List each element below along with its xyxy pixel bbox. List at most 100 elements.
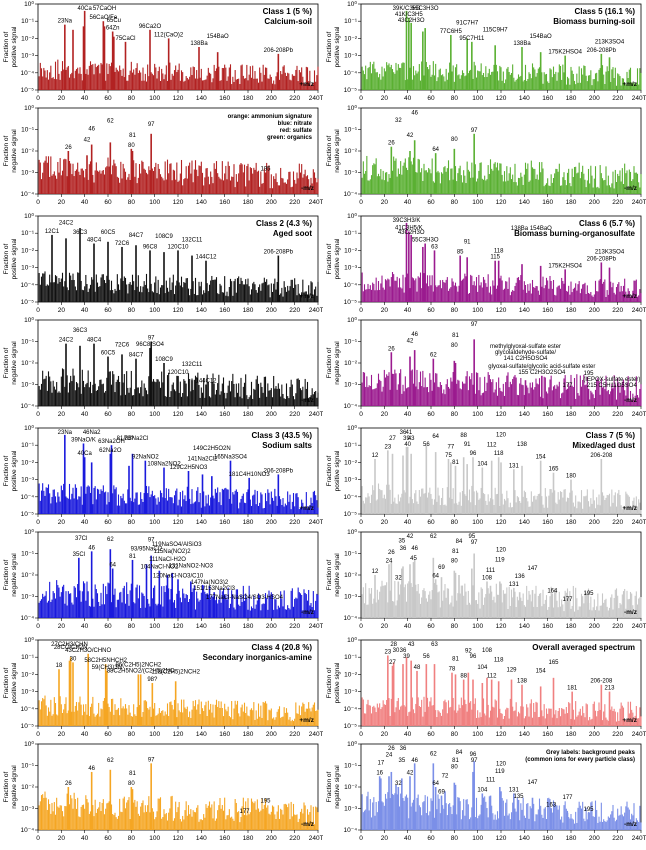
spectrum-bar [593,294,595,302]
peak-label: 28CO/CH2N [54,645,88,651]
spectrum-bar [289,171,291,194]
spectrum-bar [625,173,627,194]
spectrum-bar [520,172,522,194]
spectrum-bar [194,700,197,726]
spectrum-bar [151,168,153,194]
spectrum-bar [573,167,576,194]
spectrum-bar [259,595,261,618]
x-tick-label: 20 [58,835,66,842]
spectrum-bar [478,71,480,90]
spectrum-bar [505,593,507,618]
peak-bar [149,347,151,406]
spectrum-bar [590,390,592,406]
peak-label: 206-208Pb [264,250,294,256]
spectrum-bar [231,381,233,406]
spectrum-bar [454,282,457,302]
spectrum-bar [142,286,144,302]
spectrum-bar [435,373,437,406]
spectrum-bar [418,593,420,618]
peak-label: 26 [388,141,395,147]
spectrum-bar [541,286,543,302]
spectrum-bar [309,70,311,90]
spectrum-bar [545,277,548,302]
x-tick-label: 140 [196,731,207,738]
spectrum-bar [229,278,232,302]
spectrum-bar [484,494,486,514]
spectrum-bar [235,489,237,514]
spectrum-bar [91,277,93,302]
spectrum-bar [143,383,145,406]
y-tick-label: 10⁻¹ [344,127,358,134]
spectrum-bar [506,375,508,406]
spectrum-bar [620,385,622,406]
spectrum-bar [549,275,551,302]
spectrum-bar [175,179,177,194]
spectrum-bar [482,604,485,618]
spectrum-bar [482,72,485,90]
spectrum-bar [594,610,597,618]
spectrum-bar [219,394,221,406]
x-tick-label: 200 [266,519,277,526]
spectrum-bar [395,373,397,406]
spectrum-bar [589,717,591,726]
peak-bar [412,562,415,618]
panel-c7p: 10⁻⁵ 10⁻⁴ 10⁻³ 10⁻² 10⁻¹ 10⁰ Fraction of positi… [323,424,646,528]
spectrum-bar [271,718,274,726]
spectrum-bar [584,496,586,514]
spectrum-bar [439,280,441,302]
spectrum-bar [576,716,578,726]
spectrum-bar [56,714,58,726]
spectrum-bar [634,505,636,514]
spectrum-bar [372,64,374,90]
peak-bar [402,664,404,726]
spectrum-bar [412,383,415,406]
spectrum-bar [484,376,486,406]
spectrum-bar [308,589,310,618]
spectrum-bar [131,395,134,406]
spectrum-bar [270,592,272,618]
peak-label: 60C5 [101,230,116,236]
spectrum-bar [590,291,592,302]
peak-label: 59(CH3)3N [92,665,122,671]
spectrum-bar [263,277,265,302]
x-tick-label: 160 [219,519,230,526]
spectrum-bar [625,608,627,618]
spectrum-bar [147,288,149,302]
spectrum-bar [410,161,412,194]
peak-label: 78 [449,667,456,673]
spectrum-bar [466,161,468,194]
x-tick-label: 240Th [632,307,646,314]
spectrum-bar [507,498,509,514]
spectrum-bar [270,708,272,726]
spectrum-bar [447,804,450,830]
spectrum-bar [241,806,243,830]
peak-label: 42 [407,133,414,139]
spectrum-bar [474,285,476,302]
spectrum-bar [54,389,57,406]
spectrum-bar [165,488,167,514]
spectrum-bar [269,297,271,302]
spectrum-bar [95,67,97,90]
peak-label: 80 [128,143,135,149]
peak-label: 40Ca [77,6,92,12]
spectrum-bar [252,608,254,618]
spectrum-bar [240,65,242,90]
spectrum-bar [81,715,83,726]
spectrum-bar [47,707,50,726]
spectrum-bar [584,179,586,194]
spectrum-bar [367,604,369,618]
spectrum-bar [65,69,67,90]
spectrum-bar [38,272,40,302]
spectrum-bar [225,487,227,514]
spectrum-bar [636,395,639,406]
spectrum-bar [159,712,162,726]
spectrum-bar [430,599,432,618]
spectrum-bar [489,286,492,302]
spectrum-bar [82,380,85,406]
spectrum-bar [119,289,121,302]
spectrum-bar [382,170,384,194]
spectrum-bar [464,494,466,514]
spectrum-bar [109,711,111,726]
spectrum-bar [124,503,127,514]
y-axis-label: negative signal [11,341,18,385]
